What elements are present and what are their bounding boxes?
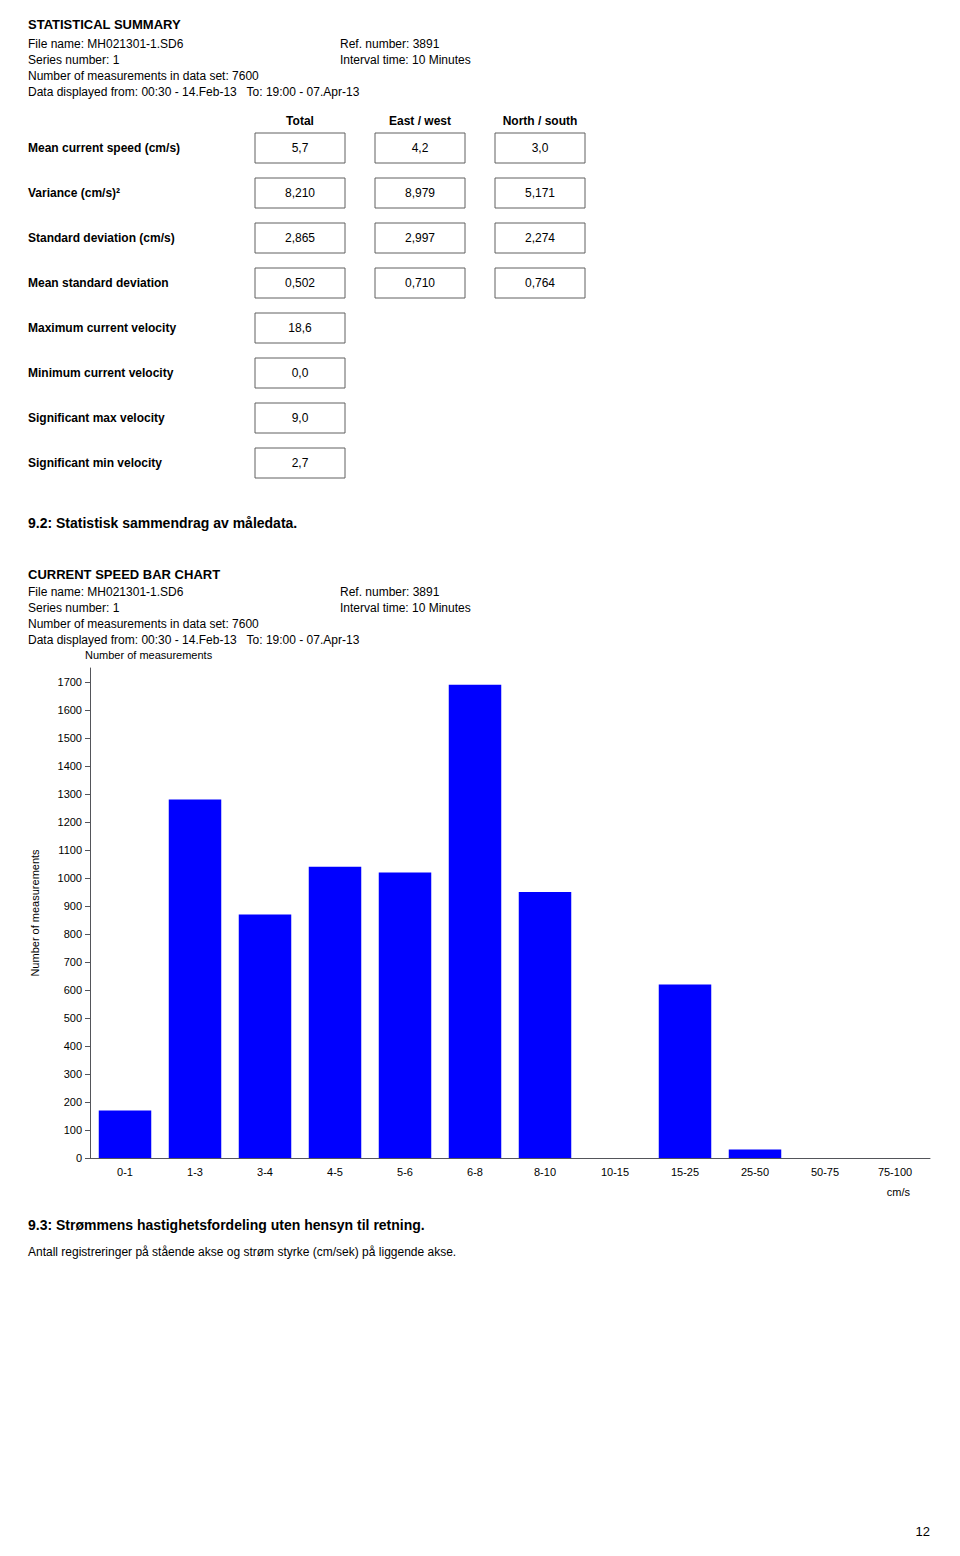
svg-text:1400: 1400 bbox=[58, 760, 82, 772]
svg-text:9.3: Strømmens hastighetsforde: 9.3: Strømmens hastighetsfordeling uten … bbox=[28, 1217, 425, 1233]
svg-text:File name: MH021301-1.SD6: File name: MH021301-1.SD6 bbox=[28, 37, 184, 51]
svg-text:8-10: 8-10 bbox=[534, 1166, 556, 1178]
svg-text:Maximum current velocity: Maximum current velocity bbox=[28, 321, 176, 335]
svg-text:300: 300 bbox=[64, 1068, 82, 1080]
svg-text:18,6: 18,6 bbox=[288, 321, 312, 335]
svg-text:STATISTICAL SUMMARY: STATISTICAL SUMMARY bbox=[28, 17, 181, 32]
svg-text:Total: Total bbox=[286, 114, 314, 128]
svg-text:9,0: 9,0 bbox=[292, 411, 309, 425]
svg-text:500: 500 bbox=[64, 1012, 82, 1024]
svg-text:1200: 1200 bbox=[58, 816, 82, 828]
svg-text:5,7: 5,7 bbox=[292, 141, 309, 155]
svg-text:900: 900 bbox=[64, 900, 82, 912]
svg-text:0,764: 0,764 bbox=[525, 276, 555, 290]
svg-text:Number of measurements in data: Number of measurements in data set: 7600 bbox=[28, 617, 259, 631]
svg-text:0,502: 0,502 bbox=[285, 276, 315, 290]
svg-text:1-3: 1-3 bbox=[187, 1166, 203, 1178]
svg-text:800: 800 bbox=[64, 928, 82, 940]
svg-text:2,997: 2,997 bbox=[405, 231, 435, 245]
svg-text:50-75: 50-75 bbox=[811, 1166, 839, 1178]
svg-text:3-4: 3-4 bbox=[257, 1166, 273, 1178]
svg-text:400: 400 bbox=[64, 1040, 82, 1052]
svg-text:1500: 1500 bbox=[58, 732, 82, 744]
svg-text:700: 700 bbox=[64, 956, 82, 968]
svg-text:File name: MH021301-1.SD6: File name: MH021301-1.SD6 bbox=[28, 585, 184, 599]
svg-text:9.2: Statistisk sammendrag av: 9.2: Statistisk sammendrag av måledata. bbox=[28, 515, 297, 531]
svg-text:3,0: 3,0 bbox=[532, 141, 549, 155]
svg-text:5-6: 5-6 bbox=[397, 1166, 413, 1178]
svg-text:200: 200 bbox=[64, 1096, 82, 1108]
svg-text:25-50: 25-50 bbox=[741, 1166, 769, 1178]
svg-text:Mean standard deviation: Mean standard deviation bbox=[28, 276, 169, 290]
svg-text:cm/s: cm/s bbox=[887, 1186, 911, 1198]
svg-text:75-100: 75-100 bbox=[878, 1166, 912, 1178]
svg-text:Ref. number: 3891: Ref. number: 3891 bbox=[340, 585, 440, 599]
svg-text:0,0: 0,0 bbox=[292, 366, 309, 380]
svg-text:Data displayed from: 00:30 - 1: Data displayed from: 00:30 - 14.Feb-13 T… bbox=[28, 633, 360, 647]
svg-text:CURRENT SPEED BAR CHART: CURRENT SPEED BAR CHART bbox=[28, 567, 220, 582]
svg-text:Number of measurements: Number of measurements bbox=[29, 849, 41, 977]
svg-text:2,865: 2,865 bbox=[285, 231, 315, 245]
svg-text:0: 0 bbox=[76, 1152, 82, 1164]
svg-text:1700: 1700 bbox=[58, 676, 82, 688]
svg-text:600: 600 bbox=[64, 984, 82, 996]
svg-text:Variance (cm/s)²: Variance (cm/s)² bbox=[28, 186, 120, 200]
svg-text:Antall registreringer på ståen: Antall registreringer på stående akse og… bbox=[28, 1245, 456, 1259]
svg-text:2,274: 2,274 bbox=[525, 231, 555, 245]
svg-text:15-25: 15-25 bbox=[671, 1166, 699, 1178]
svg-text:Data displayed from: 00:30 - 1: Data displayed from: 00:30 - 14.Feb-13 T… bbox=[28, 85, 360, 99]
svg-text:Mean current speed (cm/s): Mean current speed (cm/s) bbox=[28, 141, 180, 155]
svg-text:0,710: 0,710 bbox=[405, 276, 435, 290]
svg-text:0-1: 0-1 bbox=[117, 1166, 133, 1178]
svg-text:Significant max velocity: Significant max velocity bbox=[28, 411, 165, 425]
svg-text:6-8: 6-8 bbox=[467, 1166, 483, 1178]
svg-text:8,210: 8,210 bbox=[285, 186, 315, 200]
svg-text:2,7: 2,7 bbox=[292, 456, 309, 470]
svg-text:North / south: North / south bbox=[503, 114, 578, 128]
svg-text:5,171: 5,171 bbox=[525, 186, 555, 200]
svg-text:1300: 1300 bbox=[58, 788, 82, 800]
svg-text:Significant min velocity: Significant min velocity bbox=[28, 456, 162, 470]
svg-text:1600: 1600 bbox=[58, 704, 82, 716]
svg-text:1000: 1000 bbox=[58, 872, 82, 884]
svg-text:1100: 1100 bbox=[58, 844, 82, 856]
svg-text:Series number: 1: Series number: 1 bbox=[28, 601, 120, 615]
svg-text:Number of measurements in data: Number of measurements in data set: 7600 bbox=[28, 69, 259, 83]
svg-text:Interval time: 10 Minutes: Interval time: 10 Minutes bbox=[340, 53, 471, 67]
svg-text:Series number: 1: Series number: 1 bbox=[28, 53, 120, 67]
svg-text:4,2: 4,2 bbox=[412, 141, 429, 155]
svg-text:8,979: 8,979 bbox=[405, 186, 435, 200]
svg-text:Number of measurements: Number of measurements bbox=[85, 649, 213, 661]
svg-text:4-5: 4-5 bbox=[327, 1166, 343, 1178]
svg-text:10-15: 10-15 bbox=[601, 1166, 629, 1178]
svg-text:12: 12 bbox=[916, 1524, 930, 1539]
svg-text:Minimum current velocity: Minimum current velocity bbox=[28, 366, 174, 380]
svg-text:Interval time: 10 Minutes: Interval time: 10 Minutes bbox=[340, 601, 471, 615]
svg-text:Standard deviation (cm/s): Standard deviation (cm/s) bbox=[28, 231, 175, 245]
svg-text:100: 100 bbox=[64, 1124, 82, 1136]
svg-text:Ref. number: 3891: Ref. number: 3891 bbox=[340, 37, 440, 51]
svg-text:East / west: East / west bbox=[389, 114, 451, 128]
